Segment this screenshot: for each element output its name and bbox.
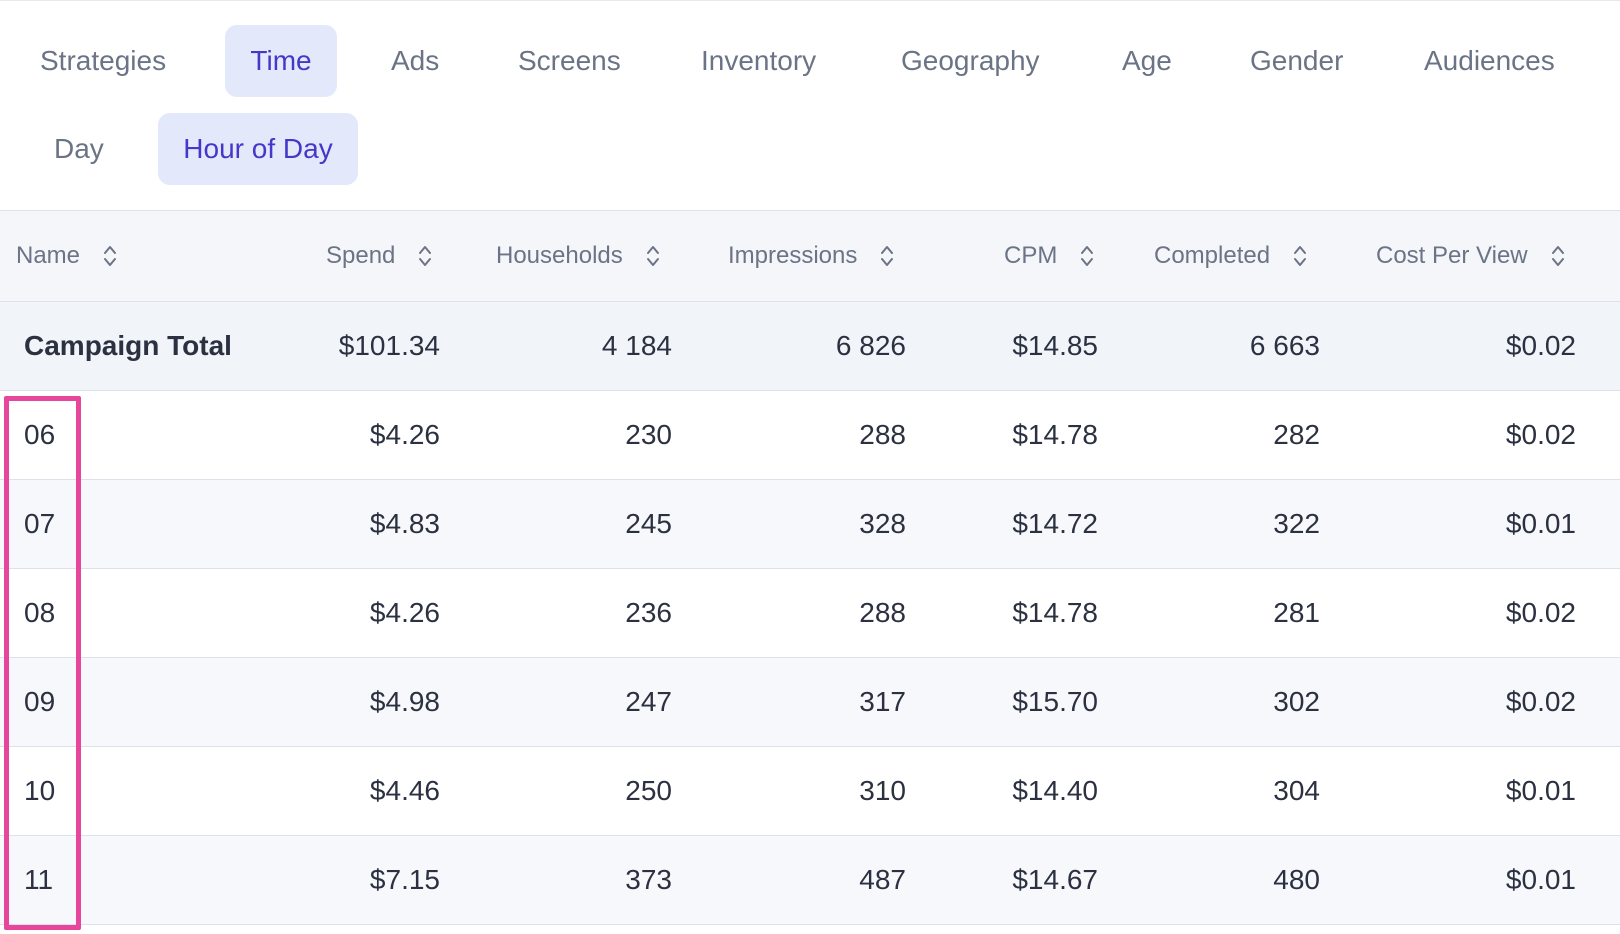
sort-icon[interactable] [417, 243, 433, 269]
cell-cpm: $15.70 [1012, 686, 1098, 717]
cell-name: 11 [24, 864, 54, 895]
column-header-label: CPM [1004, 242, 1058, 269]
cell-completed: 282 [1273, 419, 1320, 450]
cell-completed: 302 [1273, 686, 1320, 717]
tab-age[interactable]: Age [1122, 45, 1172, 76]
cell-impressions: 288 [859, 597, 906, 628]
column-header-label: Completed [1154, 242, 1271, 269]
table-row[interactable]: 11 $7.15 373 487 $14.67 480 $0.01 [0, 836, 1620, 925]
tab-inventory[interactable]: Inventory [701, 45, 817, 76]
cell-spend: $4.26 [369, 419, 440, 450]
table-row[interactable]: 07 $4.83 245 328 $14.72 322 $0.01 [0, 480, 1620, 569]
cell-cost-per-view: $0.01 [1505, 775, 1576, 806]
cell-name: 06 [24, 419, 56, 450]
column-header-name[interactable]: Name [16, 211, 118, 301]
cell-name: 09 [24, 686, 56, 717]
cell-impressions: 6 826 [835, 330, 906, 361]
cell-impressions: 487 [859, 864, 906, 895]
table-row[interactable]: 06 $4.26 230 288 $14.78 282 $0.02 [0, 391, 1620, 480]
cell-households: 247 [625, 686, 672, 717]
tab-day[interactable]: Day [54, 133, 104, 164]
tab-gender[interactable]: Gender [1250, 45, 1344, 76]
column-header-label: Name [16, 242, 81, 269]
sort-icon[interactable] [1550, 243, 1566, 269]
cell-spend: $7.15 [369, 864, 440, 895]
sort-icon[interactable] [879, 243, 895, 269]
sort-icon[interactable] [645, 243, 661, 269]
tab-audiences[interactable]: Audiences [1424, 45, 1555, 76]
cell-cpm: $14.78 [1012, 597, 1098, 628]
column-header-households[interactable]: Households [496, 211, 661, 301]
sort-icon[interactable] [1079, 243, 1095, 269]
column-header-spend[interactable]: Spend [326, 211, 433, 301]
cell-spend: $4.83 [369, 508, 440, 539]
campaign-total-row: Campaign Total $101.34 4 184 6 826 $14.8… [0, 302, 1620, 391]
cell-households: 236 [625, 597, 672, 628]
cell-cpm: $14.40 [1012, 775, 1098, 806]
column-header-label: Impressions [728, 242, 858, 269]
sort-icon[interactable] [102, 243, 118, 269]
cell-households: 250 [625, 775, 672, 806]
table-row[interactable]: 09 $4.98 247 317 $15.70 302 $0.02 [0, 658, 1620, 747]
cell-name: Campaign Total [24, 330, 232, 361]
cell-cost-per-view: $0.02 [1505, 597, 1576, 628]
cell-name: 08 [24, 597, 56, 628]
sort-icon[interactable] [1292, 243, 1308, 269]
cell-households: 4 184 [601, 330, 672, 361]
table-row[interactable]: 10 $4.46 250 310 $14.40 304 $0.01 [0, 747, 1620, 836]
cell-name: 07 [24, 508, 56, 539]
column-header-label: Households [496, 242, 623, 269]
cell-spend: $4.98 [369, 686, 440, 717]
cell-completed: 281 [1273, 597, 1320, 628]
cell-cost-per-view: $0.02 [1505, 686, 1576, 717]
cell-completed: 480 [1273, 864, 1320, 895]
cell-completed: 6 663 [1249, 330, 1320, 361]
tab-strategies[interactable]: Strategies [40, 45, 167, 76]
cell-spend: $4.26 [369, 597, 440, 628]
tab-geography[interactable]: Geography [901, 45, 1040, 76]
tab-hour-of-day[interactable]: Hour of Day [158, 113, 358, 185]
tab-ads[interactable]: Ads [391, 45, 440, 76]
cell-impressions: 317 [859, 686, 906, 717]
table-row[interactable]: 08 $4.26 236 288 $14.78 281 $0.02 [0, 569, 1620, 658]
cell-households: 230 [625, 419, 672, 450]
column-header-cpm[interactable]: CPM [1004, 211, 1095, 301]
cell-completed: 322 [1273, 508, 1320, 539]
cell-cost-per-view: $0.01 [1505, 508, 1576, 539]
cell-cpm: $14.78 [1012, 419, 1098, 450]
column-header-label: Cost Per View [1376, 242, 1528, 269]
cell-impressions: 310 [859, 775, 906, 806]
column-header-impressions[interactable]: Impressions [728, 211, 895, 301]
table-header: Name Spend Households Impressions [0, 211, 1620, 302]
tab-time[interactable]: Time [225, 25, 337, 97]
cell-impressions: 328 [859, 508, 906, 539]
cell-name: 10 [24, 775, 56, 806]
cell-households: 245 [625, 508, 672, 539]
cell-cpm: $14.72 [1012, 508, 1098, 539]
cell-spend: $4.46 [369, 775, 440, 806]
cell-cpm: $14.85 [1012, 330, 1098, 361]
primary-tabs: Strategies Time Ads Screens Inventory Ge… [0, 25, 1620, 97]
cell-cost-per-view: $0.02 [1505, 419, 1576, 450]
tab-screens[interactable]: Screens [518, 45, 621, 76]
cell-cpm: $14.67 [1012, 864, 1098, 895]
cell-households: 373 [625, 864, 672, 895]
column-header-label: Spend [326, 242, 396, 269]
cell-completed: 304 [1273, 775, 1320, 806]
cell-cost-per-view: $0.02 [1505, 330, 1576, 361]
column-header-cost-per-view[interactable]: Cost Per View [1376, 211, 1566, 301]
cell-spend: $101.34 [338, 330, 440, 361]
cell-impressions: 288 [859, 419, 906, 450]
data-table: Name Spend Households Impressions [0, 210, 1620, 925]
cell-cost-per-view: $0.01 [1505, 864, 1576, 895]
secondary-tabs: Day Hour of Day [0, 113, 1620, 185]
column-header-completed[interactable]: Completed [1154, 211, 1308, 301]
